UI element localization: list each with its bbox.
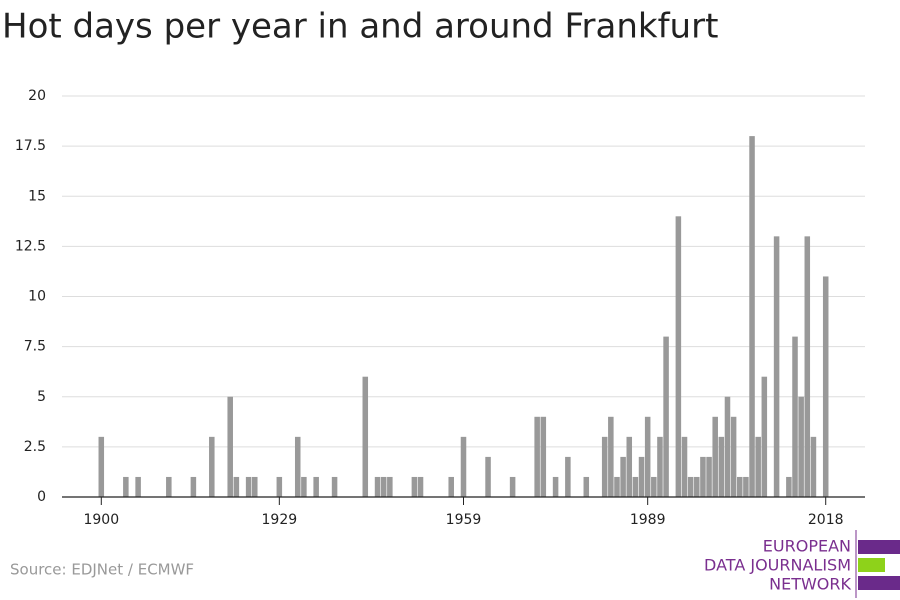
x-tick-label: 1929 (262, 512, 298, 528)
y-tick-label: 7.5 (24, 339, 46, 355)
bar (417, 476, 424, 497)
logo: EUROPEAN DATA JOURNALISM NETWORK (704, 530, 900, 598)
bar (245, 476, 252, 497)
bar (301, 476, 307, 497)
bar (387, 476, 393, 497)
y-tick-label: 10 (28, 289, 46, 305)
x-tick-label: 1989 (630, 512, 666, 528)
bar (374, 476, 381, 497)
bar (227, 396, 233, 497)
bar (651, 476, 657, 497)
bar (233, 476, 240, 497)
y-tick-label: 12.5 (15, 238, 46, 254)
bar (694, 476, 700, 497)
logo-bar (858, 558, 885, 572)
bar (724, 396, 731, 497)
bar (608, 416, 614, 497)
bar (798, 396, 804, 497)
y-tick-label: 5 (37, 389, 46, 405)
logo-text: DATA JOURNALISM (704, 556, 851, 575)
bar (706, 456, 712, 497)
bar (98, 436, 105, 497)
logo-bar (858, 540, 900, 554)
bar (601, 436, 608, 497)
bar (583, 476, 590, 497)
bar (209, 436, 215, 497)
chart-title: Hot days per year in and around Frankfur… (2, 7, 718, 47)
y-tick-label: 2.5 (24, 439, 46, 455)
bar (565, 456, 571, 497)
y-tick-label: 0 (37, 489, 46, 505)
bar (166, 476, 172, 497)
bar (810, 436, 817, 497)
bar (718, 436, 725, 497)
logo-bar (858, 576, 900, 590)
y-tick-label: 20 (28, 88, 46, 104)
bar (792, 336, 798, 497)
x-tick-label: 2018 (808, 512, 844, 528)
bar (276, 476, 283, 497)
bar (540, 416, 547, 497)
bar (761, 376, 768, 497)
x-tick-label: 1959 (446, 512, 482, 528)
bar (743, 476, 749, 497)
bar (644, 416, 651, 497)
bar (749, 136, 755, 497)
bar (485, 456, 491, 497)
bar (681, 436, 688, 497)
bar (460, 436, 467, 497)
bar (190, 476, 197, 497)
bar (252, 476, 258, 497)
bar (730, 416, 737, 497)
y-tick-label: 15 (28, 188, 46, 204)
bar (614, 476, 620, 497)
bar (380, 476, 387, 497)
bar (620, 456, 626, 497)
x-tick-label: 1900 (83, 512, 119, 528)
bar (331, 476, 338, 497)
bar (675, 216, 682, 498)
y-tick-label: 17.5 (15, 138, 46, 154)
bar (700, 456, 706, 497)
bar (509, 476, 516, 497)
bar (632, 476, 639, 497)
bar (313, 476, 319, 497)
bar (663, 336, 669, 497)
bar (534, 416, 540, 497)
bar (552, 476, 559, 497)
bar (362, 376, 369, 497)
bar (626, 436, 633, 497)
bar (638, 456, 645, 497)
bar (411, 476, 418, 497)
bar (755, 436, 761, 497)
bar (773, 236, 780, 497)
logo-text: EUROPEAN (763, 537, 851, 556)
bar (123, 476, 129, 497)
bar (448, 476, 454, 497)
bar (712, 416, 718, 497)
bar (135, 476, 141, 497)
bar (804, 236, 811, 497)
bar (294, 436, 301, 497)
source: Source: EDJNet / ECMWF (10, 561, 194, 579)
bar (736, 476, 743, 497)
bar (786, 476, 792, 497)
bar (822, 276, 829, 497)
bar (657, 436, 663, 497)
logo-text: NETWORK (769, 575, 851, 594)
bar (687, 476, 694, 497)
